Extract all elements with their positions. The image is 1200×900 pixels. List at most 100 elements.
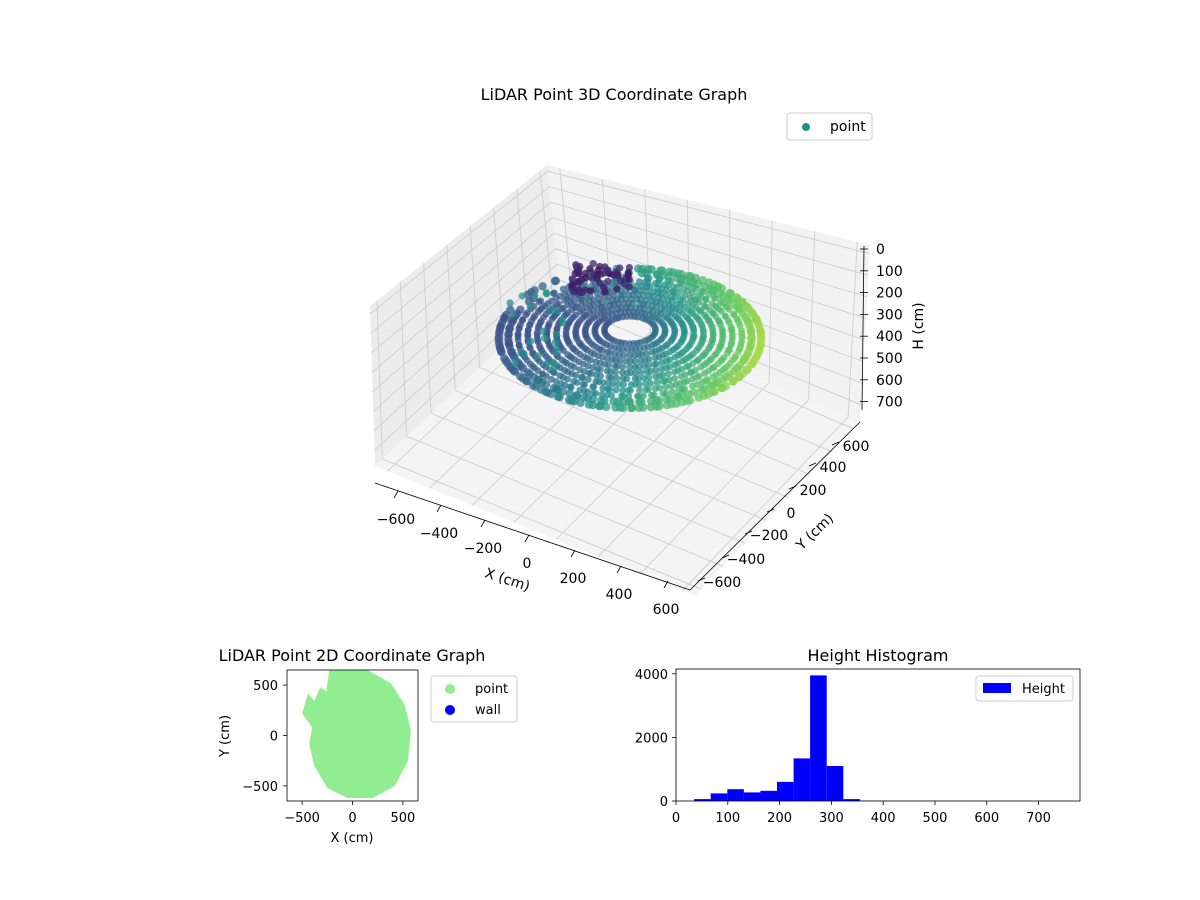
point-3d	[553, 348, 562, 356]
legend-3d-marker	[802, 123, 810, 131]
y-tick-label-hist: 4000	[635, 668, 668, 683]
point-3d	[550, 276, 560, 286]
point-3d	[697, 363, 705, 371]
point-3d	[618, 369, 626, 376]
legend-2d-wall-label: wall	[475, 703, 501, 718]
point-3d	[612, 368, 619, 376]
histogram-bar	[810, 675, 827, 801]
point-3d	[518, 292, 526, 300]
legend-3d: point	[786, 112, 873, 141]
y-tick-3d	[766, 508, 775, 513]
point-3d	[561, 296, 568, 304]
point-3d	[626, 351, 634, 359]
point-3d	[589, 260, 597, 268]
x-tick-label-hist: 600	[974, 811, 999, 826]
point-3d	[648, 348, 656, 356]
point-3d	[653, 379, 661, 386]
point-3d	[687, 369, 695, 376]
point-3d	[607, 374, 615, 381]
point-3d	[531, 292, 539, 300]
point-3d	[616, 264, 624, 272]
z-axis-label-3d: H (cm)	[911, 302, 927, 349]
grid-line-y-left	[376, 300, 383, 460]
x-axis-label-2d: X (cm)	[331, 831, 374, 846]
point-3d	[651, 385, 659, 393]
point-3d	[568, 281, 576, 289]
point-3d	[593, 274, 601, 282]
x-tick-3d	[663, 580, 669, 589]
point-3d	[596, 401, 605, 411]
point-3d	[684, 282, 692, 290]
point-3d	[573, 379, 581, 386]
x-tick-label-hist: 200	[767, 811, 792, 826]
legend-hist-label: Height	[1022, 682, 1065, 697]
point-3d	[645, 374, 653, 381]
point-3d	[705, 291, 713, 298]
point-region-2d	[302, 670, 411, 798]
point-3d	[619, 386, 626, 394]
point-3d	[712, 294, 719, 302]
x-tick-label-3d: −600	[377, 512, 415, 528]
point-3d	[572, 371, 580, 379]
point-3d	[628, 346, 636, 353]
z-tick-label-3d: 500	[876, 351, 903, 367]
point-3d	[728, 377, 737, 386]
point-3d	[634, 403, 644, 412]
point-3d	[558, 316, 566, 324]
x-tick-label-3d: 200	[560, 571, 587, 587]
histogram-bar	[710, 793, 728, 801]
x-ticks-3d: −600 −400 −200 0 200 400 600	[377, 490, 679, 618]
point-3d	[565, 389, 574, 398]
point-3d	[587, 287, 595, 295]
point-3d	[543, 290, 551, 298]
point-3d	[671, 361, 679, 369]
point-3d	[699, 288, 707, 296]
x-tick-label-3d: −200	[464, 541, 502, 557]
histogram-bar	[843, 799, 860, 801]
point-3d	[576, 295, 584, 303]
point-3d	[609, 380, 617, 388]
point-3d	[658, 359, 666, 366]
x-tick-label-hist: 500	[923, 811, 948, 826]
point-3d	[647, 396, 656, 406]
title-3d: LiDAR Point 3D Coordinate Graph	[481, 85, 748, 104]
point-3d	[553, 306, 561, 314]
histogram-bar	[777, 781, 794, 801]
point-3d	[520, 349, 528, 358]
grid-line-z	[371, 217, 867, 373]
point-3d	[534, 352, 542, 360]
grid-line-y	[479, 367, 789, 499]
y-tick-label-3d: 600	[843, 439, 870, 455]
histogram-bar	[727, 789, 744, 801]
z-ticks-3d: 0 100 200 300 400 500 600 700	[860, 242, 903, 411]
x-tick-3d	[436, 504, 442, 513]
y-tick-3d	[697, 577, 706, 582]
point-3d	[671, 368, 678, 376]
point-3d	[620, 381, 627, 388]
point-3d	[640, 392, 647, 400]
point-3d	[570, 288, 578, 296]
point-3d	[522, 377, 532, 386]
x-tick-label-hist: 100	[715, 811, 740, 826]
point-3d	[555, 392, 564, 402]
histogram-ticks: 0 100 200 300 400 500 600 700 0 2000 4000	[635, 668, 1051, 826]
point-3d	[725, 305, 733, 313]
point-3d	[581, 381, 588, 389]
point-3d	[627, 381, 635, 388]
y-tick-3d	[788, 485, 797, 490]
z-axis-line	[861, 245, 865, 411]
point-3d	[662, 400, 672, 410]
point-3d	[701, 369, 708, 377]
point-3d	[538, 282, 547, 291]
point-3d	[637, 369, 645, 376]
point-3d	[597, 372, 604, 380]
x-tick-3d	[524, 534, 530, 543]
y-tick-3d	[744, 530, 753, 535]
y-tick-label-3d: 200	[800, 483, 827, 499]
point-3d	[627, 387, 634, 394]
point-3d	[627, 403, 636, 413]
legend-3d-box	[786, 112, 873, 141]
point-3d	[587, 356, 594, 364]
point-3d	[659, 378, 667, 385]
x-tick-label-hist: 0	[672, 811, 680, 826]
